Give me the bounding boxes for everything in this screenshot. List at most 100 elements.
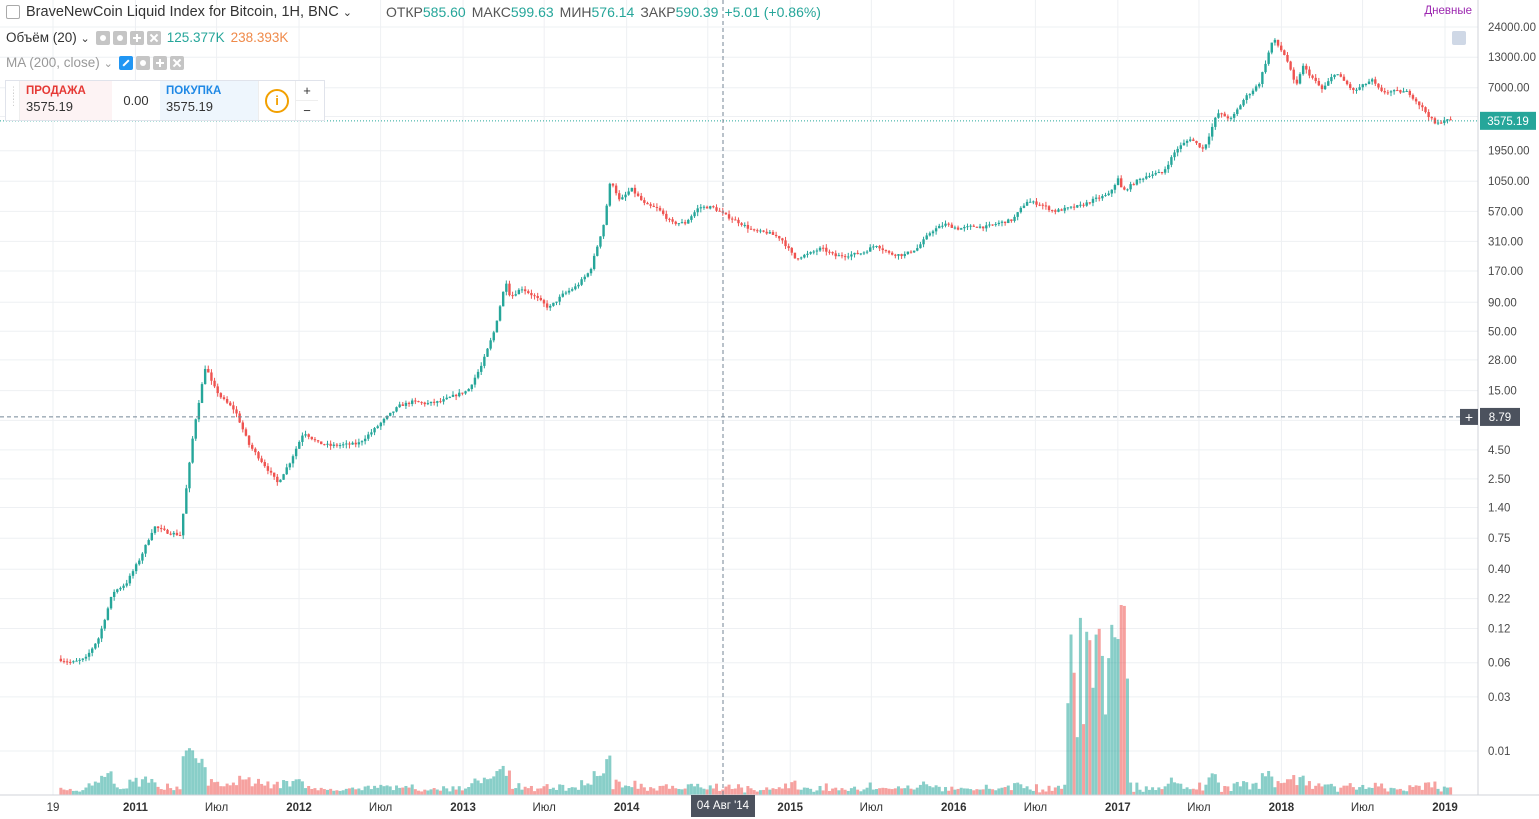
volume-bar [1097,628,1101,795]
volume-bar [1198,782,1202,795]
candle [950,222,953,228]
gear-icon[interactable] [135,55,150,70]
volume-bar [369,789,373,795]
candle [912,250,916,253]
volume-bar [1282,782,1286,795]
plus-icon[interactable] [129,30,144,45]
volume-bar [1016,782,1020,795]
volume-bar [1113,637,1117,795]
candle [972,224,975,227]
ma-indicator-title[interactable]: MA (200, close) ⌄ [6,55,113,70]
candle [985,221,988,232]
crosshair-plus-icon[interactable] [1460,408,1478,425]
candle [1025,199,1029,206]
candle [1076,204,1079,209]
volume-bar [1383,788,1387,795]
candle [489,337,492,351]
volume-bar [410,784,414,795]
plus-icon[interactable] [152,55,167,70]
candle [762,230,765,233]
chevron-down-icon[interactable]: ⌄ [342,7,352,19]
candle [614,183,618,196]
volume-bar [774,789,778,795]
eye-icon[interactable] [95,30,110,45]
scale-settings-icon[interactable] [1452,31,1466,45]
volume-bar [1022,788,1026,795]
quantity-plus-button[interactable]: + [296,81,318,101]
volume-bar [379,784,383,795]
candle [1035,198,1038,208]
candle [690,214,693,223]
volume-bar [824,783,828,795]
candle [1198,142,1201,149]
y-tick-label: 13000.00 [1488,52,1536,64]
x-tick-label: 2011 [123,802,149,814]
candle [1101,194,1104,201]
volume-bar [247,777,251,795]
chevron-down-icon[interactable]: ⌄ [103,58,113,70]
symbol-title[interactable]: BraveNewCoin Liquid Index for Bitcoin, 1… [26,4,352,20]
volume-bar [561,784,565,795]
volume-bar [1380,783,1384,795]
volume-bar [994,790,998,795]
volume-bar [445,788,449,795]
volume-bar [1031,790,1035,795]
hidden-eye-icon[interactable] [118,55,133,70]
volume-bar [1314,785,1318,795]
volume-bar [881,787,885,795]
volume-bar [457,786,461,795]
volume-bar [398,787,402,795]
volume-bar [448,791,452,795]
candle [693,210,696,218]
candle [809,251,812,255]
candle [665,210,668,222]
collapse-icon[interactable] [6,5,20,19]
candle [621,194,624,200]
sell-label: ПРОДАЖА [26,85,86,97]
close-icon[interactable] [169,55,184,70]
candle [608,182,612,207]
candle [404,400,408,409]
chevron-down-icon[interactable]: ⌄ [80,33,90,45]
volume-bar [304,788,308,795]
info-button[interactable]: i [258,81,295,120]
candle [1317,77,1321,87]
volume-bar [573,787,577,795]
candle [1085,199,1088,207]
volume-bar [589,784,593,795]
volume-bar [1028,789,1032,795]
volume-bar [1420,789,1424,795]
volume-bar [256,778,260,795]
candle [1044,201,1048,210]
candle [875,245,878,249]
y-tick-label: 90.00 [1488,297,1517,309]
candle [583,274,586,282]
candle [1003,221,1007,226]
volume-bar [385,785,389,795]
volume-bar [278,788,282,795]
volume-bar [514,788,518,795]
candle [448,396,452,399]
candle [589,267,593,276]
interval-label[interactable]: Дневные [1424,5,1472,17]
candle [1258,82,1261,89]
candle [320,441,323,445]
volume-bar [1430,787,1434,795]
sell-button[interactable]: ПРОДАЖА 3575.19 [20,81,112,120]
quantity-minus-button[interactable]: − [303,103,311,118]
volume-bar [677,788,681,795]
candle [658,205,662,212]
volume-indicator-title[interactable]: Объём (20) ⌄ [6,30,90,45]
buy-button[interactable]: ПОКУПКА 3575.19 [160,81,258,120]
candle [69,659,72,665]
candle [906,251,910,255]
volume-bar [624,785,628,795]
close-icon[interactable] [146,30,161,45]
volume-bar [950,786,954,795]
volume-bar [718,790,722,795]
volume-bar [733,788,737,795]
drag-handle-icon[interactable]: ⋮ ⋮ ⋮ [6,81,20,120]
candle [345,440,348,449]
gear-icon[interactable] [112,30,127,45]
